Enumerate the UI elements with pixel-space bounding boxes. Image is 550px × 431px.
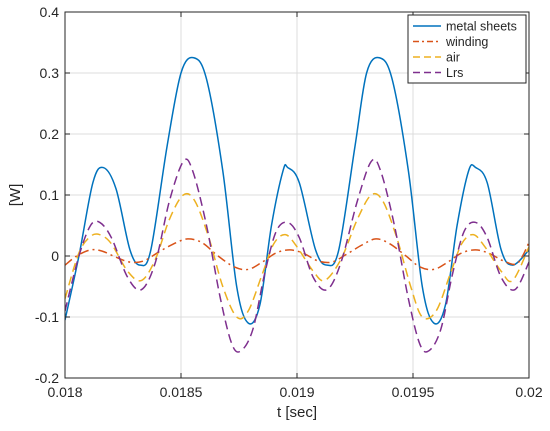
y-tick-label: 0.4 <box>40 4 60 20</box>
legend-label-winding: winding <box>445 35 488 49</box>
y-tick-label: -0.1 <box>35 309 59 325</box>
y-tick-label: 0 <box>51 248 59 264</box>
y-axis-label: [W] <box>7 184 24 207</box>
x-tick-label: 0.018 <box>47 384 82 400</box>
axes: 0.018 0.0185 0.019 0.0195 0.02 -0.2 -0.1 0 0.1 0.… <box>35 4 543 400</box>
series-line-lrs <box>65 158 529 353</box>
y-tick-label: 0.2 <box>40 126 60 142</box>
y-tick-label: 0.1 <box>40 187 60 203</box>
series-line-winding <box>65 238 529 271</box>
x-axis-label: t [sec] <box>277 404 317 421</box>
y-tick-label: 0.3 <box>40 65 60 81</box>
x-tick-label: 0.02 <box>515 384 542 400</box>
legend-label-metal-sheets: metal sheets <box>446 20 517 34</box>
legend-label-air: air <box>446 51 460 65</box>
series-line-air <box>65 192 529 320</box>
x-tick-label: 0.0185 <box>160 384 203 400</box>
series-line-metal-sheets <box>65 56 529 325</box>
legend-label-lrs: Lrs <box>446 66 463 80</box>
y-tick-label: -0.2 <box>35 370 59 386</box>
x-tick-label: 0.019 <box>279 384 314 400</box>
series-layer <box>65 56 529 353</box>
x-tick-label: 0.0195 <box>392 384 435 400</box>
